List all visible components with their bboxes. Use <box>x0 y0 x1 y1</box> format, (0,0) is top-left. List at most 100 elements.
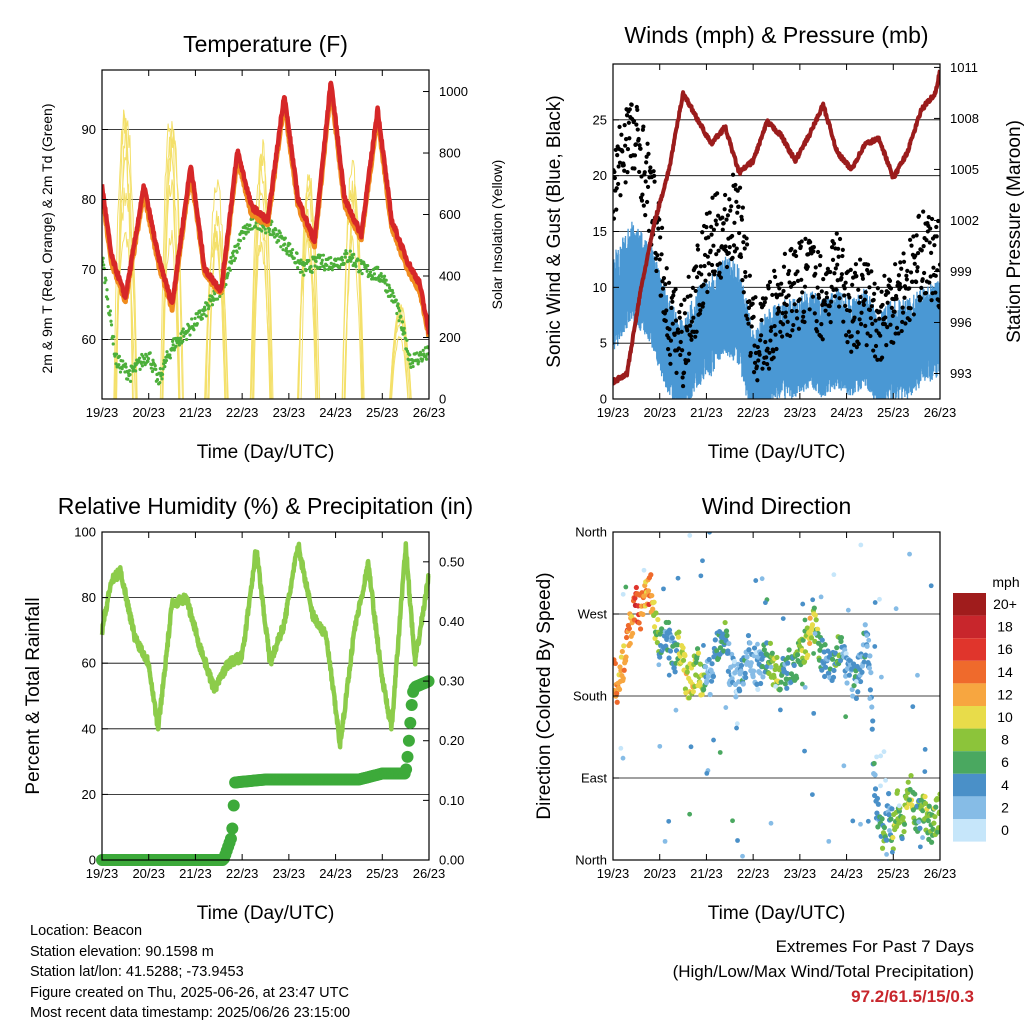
y2-tick-label: 996 <box>950 315 972 330</box>
direction-point <box>850 818 856 824</box>
direction-point <box>657 654 663 660</box>
precip-point <box>401 750 414 763</box>
direction-point <box>633 584 639 591</box>
gust-point <box>862 297 867 302</box>
gust-point <box>768 328 773 333</box>
direction-point <box>711 737 716 743</box>
direction-point <box>899 835 905 842</box>
direction-point <box>819 637 825 643</box>
gust-point <box>795 269 800 274</box>
direction-point <box>870 718 876 724</box>
dewpoint-point <box>350 256 355 260</box>
direction-point <box>725 668 731 674</box>
winds-pressure-panel: 19/23 20/23 21/23 22/23 23/23 24/23 25/23 26/23… <box>544 22 1024 463</box>
precip-point <box>227 799 240 812</box>
dewpoint-point <box>154 367 158 371</box>
direction-point <box>623 634 630 641</box>
direction-point <box>773 683 779 689</box>
direction-point <box>866 665 873 671</box>
gust-point <box>851 342 857 347</box>
gust-point <box>723 244 728 249</box>
gust-point <box>703 278 708 283</box>
dewpoint-point <box>121 359 125 363</box>
gust-point <box>695 243 700 248</box>
gust-point <box>780 311 785 316</box>
gust-point <box>646 151 651 157</box>
chart-title: Wind Direction <box>702 493 852 519</box>
direction-point <box>784 685 790 691</box>
dewpoint-point <box>320 261 324 265</box>
gust-point <box>813 265 818 270</box>
gust-point <box>872 281 877 286</box>
gust-point <box>799 239 804 244</box>
gust-point <box>730 233 735 239</box>
y-tick-label: 90 <box>82 122 96 137</box>
gust-point <box>643 213 648 218</box>
gust-point <box>613 169 617 175</box>
gust-point <box>699 272 704 277</box>
gust-point <box>774 295 780 300</box>
gust-point <box>616 181 621 187</box>
gust-point <box>840 253 845 259</box>
gust-point <box>779 281 784 286</box>
dewpoint-point <box>310 270 314 274</box>
gust-point <box>730 255 735 260</box>
plot-area <box>102 80 429 399</box>
gust-point <box>625 146 631 152</box>
dewpoint-point <box>376 265 380 270</box>
legend-swatch <box>953 819 986 842</box>
gust-point <box>677 309 682 315</box>
gust-point <box>738 254 744 260</box>
dewpoint-point <box>161 367 165 371</box>
gust-point <box>898 260 903 265</box>
dewpoint-point <box>206 307 211 311</box>
extremes-box: Extremes For Past 7 Days (High/Low/Max W… <box>673 934 974 1009</box>
gust-point <box>771 355 776 360</box>
wind-speed-legend: mph 20+ 18 16 14 12 10 8 6 4 2 0 <box>953 574 1020 842</box>
dewpoint-point <box>405 338 409 342</box>
dewpoint-point <box>146 359 150 363</box>
gust-point <box>682 311 688 316</box>
solar-spike <box>113 109 134 399</box>
extremes-value: 97.2/61.5/15/0.3 <box>851 987 974 1006</box>
y-tick-label: 5 <box>600 336 607 351</box>
direction-point <box>878 783 883 789</box>
direction-point <box>782 681 788 687</box>
legend-swatch <box>953 751 986 774</box>
y2-tick-label: 1000 <box>439 84 468 99</box>
y-axis-label: 2m & 9m T (Red, Orange) & 2m Td (Green) <box>39 104 55 374</box>
precip-point <box>405 698 418 711</box>
gust-point <box>784 302 789 308</box>
dewpoint-point <box>318 265 322 269</box>
direction-point <box>767 640 774 646</box>
gust-point <box>697 311 702 316</box>
gust-point <box>836 254 841 259</box>
gust-point <box>791 322 796 328</box>
gust-point <box>882 273 887 278</box>
direction-point <box>822 673 828 680</box>
dewpoint-point <box>141 360 146 364</box>
x-tick-label: 21/23 <box>690 405 723 420</box>
gust-point <box>648 165 653 170</box>
gust-point <box>705 289 710 295</box>
gust-point <box>732 220 737 225</box>
direction-point <box>619 648 625 655</box>
gust-point <box>927 280 932 285</box>
x-tick-label: 19/23 <box>597 405 630 420</box>
y-tick-label: 40 <box>82 721 96 736</box>
direction-point <box>866 637 872 643</box>
direction-point <box>705 673 711 680</box>
direction-point <box>922 800 929 807</box>
gust-point <box>878 333 883 338</box>
gust-point <box>666 280 672 285</box>
direction-point <box>867 687 873 693</box>
x-tick-label: 20/23 <box>643 866 676 881</box>
gust-point <box>910 279 915 284</box>
gust-point <box>847 295 852 300</box>
direction-point <box>831 667 837 674</box>
gust-point <box>615 153 620 158</box>
gust-point <box>697 302 702 307</box>
direction-point <box>649 592 655 599</box>
gust-point <box>904 273 909 278</box>
dewpoint-point <box>153 364 157 368</box>
